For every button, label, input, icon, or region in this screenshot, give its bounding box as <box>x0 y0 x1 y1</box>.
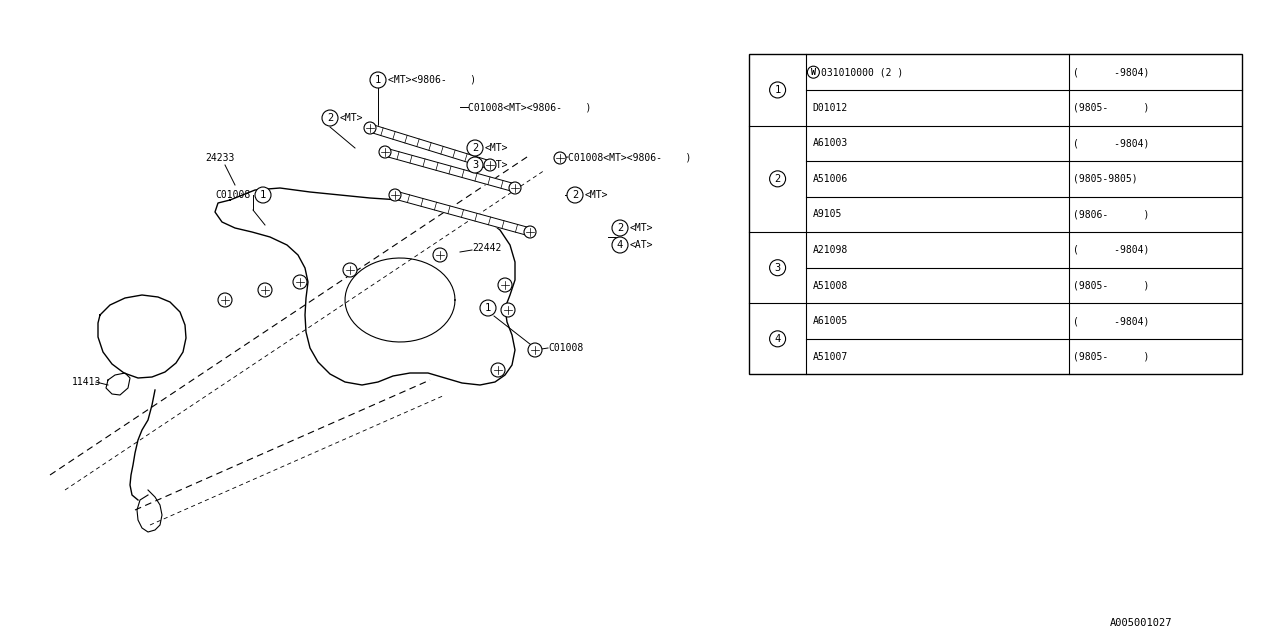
Text: 22442: 22442 <box>472 243 502 253</box>
Bar <box>749 54 1242 374</box>
Circle shape <box>293 275 307 289</box>
Circle shape <box>808 66 819 78</box>
Text: A005001027: A005001027 <box>1110 618 1172 628</box>
Text: <MT>: <MT> <box>630 223 654 233</box>
Text: (      -9804): ( -9804) <box>1073 316 1149 326</box>
Text: 1: 1 <box>375 75 381 85</box>
Text: (9806-      ): (9806- ) <box>1073 209 1149 220</box>
Circle shape <box>612 220 628 236</box>
Text: 24233: 24233 <box>205 153 234 163</box>
Polygon shape <box>394 191 531 236</box>
Text: (9805-      ): (9805- ) <box>1073 103 1149 113</box>
Text: <MT><9806-    ): <MT><9806- ) <box>388 75 476 85</box>
Text: 2: 2 <box>326 113 333 123</box>
Circle shape <box>433 248 447 262</box>
Circle shape <box>343 263 357 277</box>
Circle shape <box>492 363 506 377</box>
Circle shape <box>218 293 232 307</box>
Text: C01008: C01008 <box>215 190 251 200</box>
Text: 4: 4 <box>774 334 781 344</box>
Text: (      -9804): ( -9804) <box>1073 138 1149 148</box>
Text: C01008: C01008 <box>548 343 584 353</box>
Text: W: W <box>812 68 815 77</box>
Circle shape <box>484 159 497 171</box>
Circle shape <box>467 157 483 173</box>
Text: A61003: A61003 <box>813 138 847 148</box>
Circle shape <box>769 171 786 187</box>
Circle shape <box>370 72 387 88</box>
Circle shape <box>259 283 273 297</box>
Text: A51008: A51008 <box>813 280 847 291</box>
Circle shape <box>364 122 376 134</box>
Text: 4: 4 <box>617 240 623 250</box>
Text: <AT>: <AT> <box>485 160 508 170</box>
Text: 3: 3 <box>774 263 781 273</box>
Text: (9805-9805): (9805-9805) <box>1073 174 1138 184</box>
Text: C01008<MT><9806-    ): C01008<MT><9806- ) <box>568 152 691 162</box>
Polygon shape <box>384 148 516 192</box>
Circle shape <box>524 226 536 238</box>
Text: 1: 1 <box>774 85 781 95</box>
Text: A21098: A21098 <box>813 245 847 255</box>
Circle shape <box>480 300 497 316</box>
Text: 2: 2 <box>572 190 579 200</box>
Text: A51006: A51006 <box>813 174 847 184</box>
Circle shape <box>769 331 786 347</box>
Circle shape <box>467 140 483 156</box>
Circle shape <box>529 343 541 357</box>
Text: A61005: A61005 <box>813 316 847 326</box>
Text: A9105: A9105 <box>813 209 842 220</box>
Text: 1: 1 <box>260 190 266 200</box>
Text: (9805-      ): (9805- ) <box>1073 351 1149 362</box>
Text: (      -9804): ( -9804) <box>1073 245 1149 255</box>
Circle shape <box>389 189 401 201</box>
Text: (      -9804): ( -9804) <box>1073 67 1149 77</box>
Circle shape <box>509 182 521 194</box>
Text: <MT>: <MT> <box>340 113 364 123</box>
Polygon shape <box>369 124 492 169</box>
Circle shape <box>498 278 512 292</box>
Text: 1: 1 <box>485 303 492 313</box>
Circle shape <box>554 152 566 164</box>
Text: <MT>: <MT> <box>585 190 608 200</box>
Circle shape <box>612 237 628 253</box>
Text: 2: 2 <box>774 174 781 184</box>
Circle shape <box>769 260 786 276</box>
Text: 11413: 11413 <box>72 377 101 387</box>
Text: 3: 3 <box>472 160 479 170</box>
Circle shape <box>769 82 786 98</box>
Text: <MT>: <MT> <box>485 143 508 153</box>
Text: 2: 2 <box>617 223 623 233</box>
Text: C01008<MT><9806-    ): C01008<MT><9806- ) <box>468 102 591 112</box>
Circle shape <box>500 303 515 317</box>
Text: D01012: D01012 <box>813 103 847 113</box>
Text: 2: 2 <box>472 143 479 153</box>
Circle shape <box>567 187 582 203</box>
Circle shape <box>323 110 338 126</box>
Circle shape <box>379 146 390 158</box>
Text: 031010000 (2 ): 031010000 (2 ) <box>822 67 904 77</box>
Text: A51007: A51007 <box>813 351 847 362</box>
Text: (9805-      ): (9805- ) <box>1073 280 1149 291</box>
Text: <AT>: <AT> <box>630 240 654 250</box>
Circle shape <box>255 187 271 203</box>
